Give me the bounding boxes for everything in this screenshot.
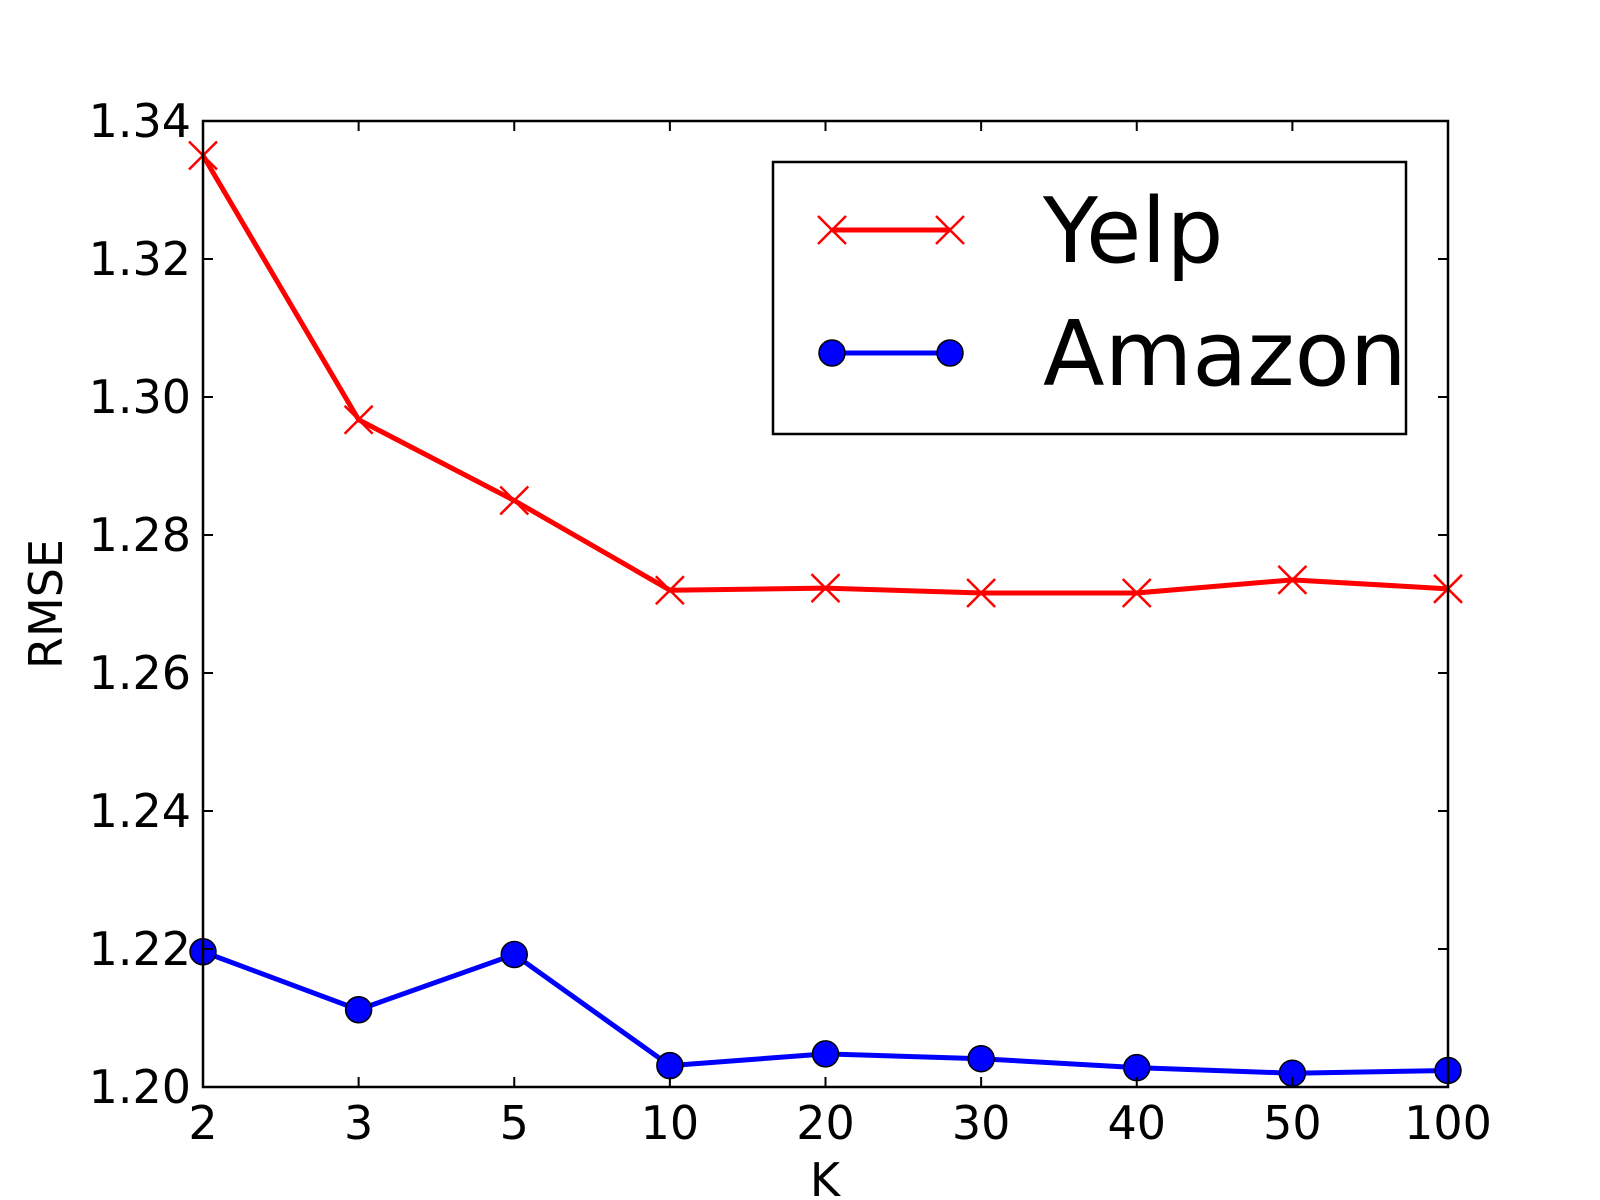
- x-tick-label: 2: [188, 1096, 217, 1150]
- x-tick-label: 40: [1107, 1096, 1166, 1150]
- y-tick-label: 1.32: [89, 232, 191, 286]
- x-tick-label: 10: [641, 1096, 700, 1150]
- legend-label-amazon: Amazon: [1043, 302, 1407, 407]
- y-tick-label: 1.24: [89, 784, 191, 838]
- legend: Yelp Amazon: [771, 160, 1408, 436]
- data-point-yelp: [499, 485, 530, 516]
- data-point-amazon: [967, 1044, 995, 1073]
- data-point-yelp: [810, 573, 841, 604]
- data-point-amazon: [656, 1051, 684, 1080]
- data-point-yelp: [343, 404, 374, 435]
- data-point-yelp: [1277, 564, 1308, 595]
- x-tick-label: 50: [1263, 1096, 1322, 1150]
- legend-yelp-marker-2: [935, 215, 965, 245]
- data-point-yelp: [966, 578, 997, 608]
- data-point-amazon: [811, 1040, 840, 1068]
- x-tick-label: 100: [1404, 1096, 1492, 1150]
- data-point-amazon: [344, 995, 373, 1024]
- legend-label-yelp: Yelp: [1042, 179, 1224, 284]
- y-tick-label: 1.26: [89, 646, 191, 700]
- y-axis-title: RMSE: [19, 539, 73, 669]
- legend-box: [771, 160, 1408, 436]
- x-tick-label: 3: [344, 1096, 373, 1150]
- series-layer: [188, 140, 1463, 1087]
- x-tick-label: 20: [796, 1096, 855, 1150]
- data-point-yelp: [654, 575, 685, 606]
- x-tick-label: 30: [952, 1096, 1011, 1150]
- y-tick-label: 1.22: [89, 922, 191, 976]
- data-point-amazon: [1123, 1053, 1151, 1082]
- y-tick-label: 1.34: [89, 94, 191, 148]
- data-point-yelp: [1121, 578, 1152, 608]
- x-tick-label: 5: [500, 1096, 529, 1150]
- y-tick-label: 1.30: [89, 370, 191, 424]
- legend-amazon-marker-2: [936, 339, 964, 367]
- legend-amazon-marker-1: [818, 339, 846, 367]
- tick-layer: 2 3 5 10 20 30 40 50 100 1.20 1.22 1.24 1.26 1.28 1.30…: [89, 94, 1492, 1150]
- legend-yelp-marker-1: [817, 215, 847, 245]
- y-tick-label: 1.20: [89, 1060, 191, 1114]
- x-axis-title: K: [810, 1153, 842, 1200]
- data-point-amazon: [500, 940, 528, 969]
- y-tick-label: 1.28: [89, 508, 191, 562]
